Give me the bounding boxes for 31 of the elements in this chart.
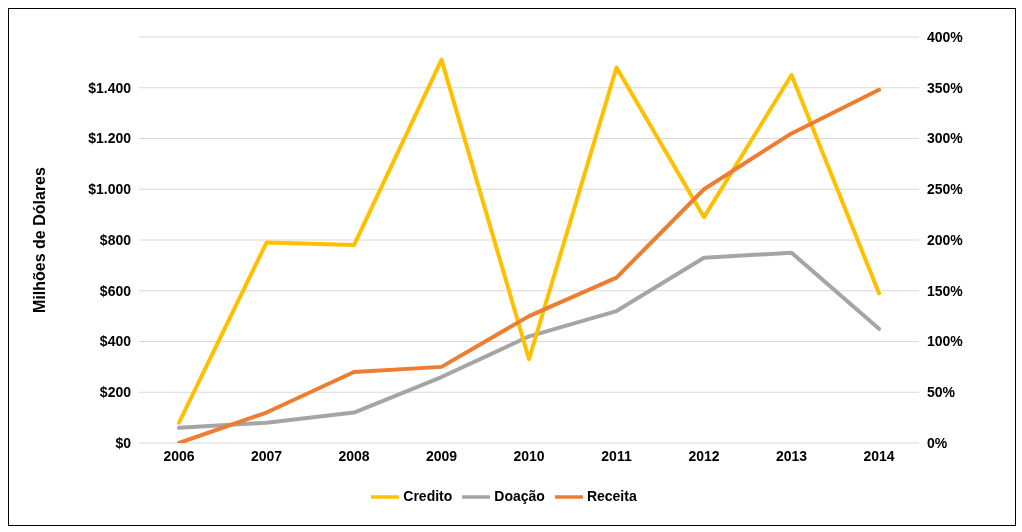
y2-tick-label: 0%: [927, 434, 948, 451]
y2-tick-label: 300%: [927, 130, 964, 147]
legend-label: Doação: [494, 488, 545, 505]
y-tick-label: $1.000: [88, 181, 132, 198]
line-series: [177, 250, 881, 430]
y2-tick-label: 50%: [927, 384, 956, 401]
y2-tick-label: 150%: [927, 282, 964, 299]
y-axis-title: Milhões de Dólares: [30, 166, 48, 313]
x-tick-label: 2010: [513, 447, 545, 464]
y2-tick-label: 400%: [927, 28, 964, 45]
x-tick-label: 2013: [775, 447, 808, 464]
x-tick-label: 2012: [688, 447, 720, 464]
legend-label: Receita: [586, 488, 637, 505]
x-tick-label: 2009: [425, 447, 458, 464]
y-tick-label: $1.400: [88, 79, 132, 96]
y-tick-label: $600: [99, 282, 132, 299]
y2-tick-label: 200%: [927, 231, 964, 248]
x-tick-label: 2011: [601, 447, 632, 464]
x-tick-label: 2007: [250, 447, 283, 464]
x-tick-label: 2008: [338, 447, 370, 464]
y-tick-label: $1.200: [88, 130, 132, 147]
y-tick-label: $0: [115, 434, 132, 451]
y2-tick-label: 100%: [927, 333, 964, 350]
x-tick-label: 2006: [163, 447, 195, 464]
x-tick-label: 2014: [863, 447, 895, 464]
y2-tick-label: 350%: [927, 79, 964, 96]
y-tick-label: $800: [99, 231, 132, 248]
y-tick-label: $200: [99, 384, 132, 401]
y-tick-label: $400: [99, 333, 132, 350]
legend-label: Credito: [403, 488, 453, 505]
y2-tick-label: 250%: [927, 181, 964, 198]
